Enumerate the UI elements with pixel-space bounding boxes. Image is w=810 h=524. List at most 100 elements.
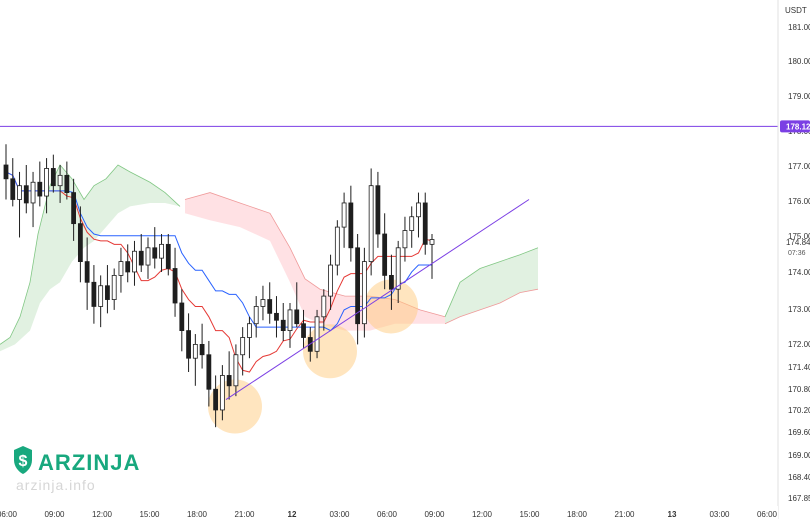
- candle: [429, 234, 435, 279]
- candle: [274, 296, 279, 338]
- candle: [165, 234, 171, 276]
- price-tick-label: 176.00: [788, 197, 810, 206]
- candle: [3, 144, 9, 200]
- candle: [375, 171, 381, 248]
- candle-body: [395, 247, 401, 290]
- price-tick-label: 169.00: [788, 451, 810, 460]
- candle: [422, 192, 428, 255]
- time-tick-label: 03:00: [329, 510, 350, 519]
- time-tick-label: 21:00: [614, 510, 635, 519]
- candle-body: [301, 323, 306, 338]
- candle: [91, 265, 97, 324]
- candle-body: [321, 295, 327, 318]
- candle: [267, 282, 273, 324]
- time-tick-label: 06:00: [377, 510, 398, 519]
- candle-body: [57, 174, 63, 187]
- ichimoku-lines: [5, 171, 433, 373]
- candle-body: [91, 281, 97, 307]
- candle-body: [192, 343, 198, 359]
- candle-body: [159, 243, 164, 259]
- candle: [57, 165, 63, 203]
- candle: [30, 171, 36, 228]
- cloud-bull-right: [445, 247, 538, 324]
- time-axis[interactable]: 06:00 09:00 12:00 15:00 18:00 21:00 12 03:00 06:…: [0, 506, 778, 519]
- candle-body: [125, 261, 131, 273]
- time-tick-label: 12: [288, 510, 297, 519]
- candle: [192, 334, 198, 386]
- price-tick-label: 173.00: [788, 305, 810, 314]
- cloud-bull-left: [0, 165, 180, 352]
- candle-body: [361, 261, 367, 325]
- hline-price-label: 178.12: [786, 122, 810, 131]
- logo-dollar-sign: $: [19, 453, 28, 470]
- price-tick-label: 167.85: [788, 494, 810, 503]
- price-axis-background: [778, 0, 810, 519]
- dollar-shield-icon: $: [14, 446, 32, 474]
- candle-body: [3, 164, 9, 180]
- candle: [382, 213, 388, 290]
- candle: [199, 323, 205, 369]
- candle-body: [219, 375, 225, 411]
- candle-body: [98, 285, 104, 307]
- time-tick-label: 13: [668, 510, 677, 519]
- candle: [152, 227, 158, 269]
- candle: [328, 254, 333, 310]
- price-axis[interactable]: 181.00180.00179.00178.00177.00176.00175.…: [777, 0, 810, 519]
- candle-body: [23, 185, 29, 204]
- candle: [260, 285, 266, 321]
- candle: [348, 185, 354, 262]
- time-tick-label: 21:00: [234, 510, 255, 519]
- candle: [314, 309, 320, 359]
- candle-body: [422, 202, 428, 245]
- candle-body: [341, 202, 347, 228]
- candles[interactable]: [3, 144, 435, 428]
- candle: [125, 244, 131, 283]
- candle-body: [402, 230, 408, 249]
- candle-body: [348, 202, 354, 249]
- candle-body: [186, 330, 191, 359]
- time-tick-label: 18:00: [187, 510, 208, 519]
- candle-body: [37, 181, 43, 197]
- candle: [206, 340, 212, 407]
- candle-body: [111, 274, 117, 300]
- candle: [301, 309, 306, 348]
- trendline[interactable]: [225, 199, 530, 401]
- candle: [145, 237, 151, 279]
- candle-body: [64, 174, 70, 194]
- price-tick-label: 174.00: [788, 268, 810, 277]
- price-tick-label: 175.00: [788, 232, 810, 241]
- price-tick-label: 180.00: [788, 57, 810, 66]
- hline-price-tag: [780, 120, 810, 133]
- candle-body: [233, 354, 239, 387]
- candle: [138, 234, 144, 272]
- candle: [105, 265, 110, 314]
- candle: [64, 161, 70, 200]
- candle-body: [416, 202, 421, 218]
- candle-body: [260, 299, 266, 307]
- brand-watermark: $ ARZINJA arzinja.info: [14, 446, 139, 493]
- candle-body: [274, 312, 279, 321]
- candle-body: [105, 285, 110, 300]
- countdown-label: 07:36: [788, 250, 806, 257]
- candle: [118, 247, 124, 293]
- candle-body: [409, 216, 415, 231]
- candle: [186, 313, 191, 372]
- candle: [172, 247, 178, 317]
- candle-body: [44, 168, 49, 197]
- candle: [409, 206, 415, 248]
- candle: [37, 161, 43, 207]
- time-tick-label: 15:00: [139, 510, 160, 519]
- candle-body: [382, 233, 388, 276]
- candle: [361, 247, 367, 338]
- candle: [23, 165, 29, 214]
- candle-body: [50, 168, 56, 187]
- candle-body: [328, 264, 333, 297]
- candle: [253, 296, 259, 338]
- candle-body: [294, 309, 300, 325]
- brand-url: arzinja.info: [16, 477, 96, 493]
- candle: [294, 282, 300, 328]
- candle-body: [84, 261, 90, 283]
- candle: [334, 220, 340, 276]
